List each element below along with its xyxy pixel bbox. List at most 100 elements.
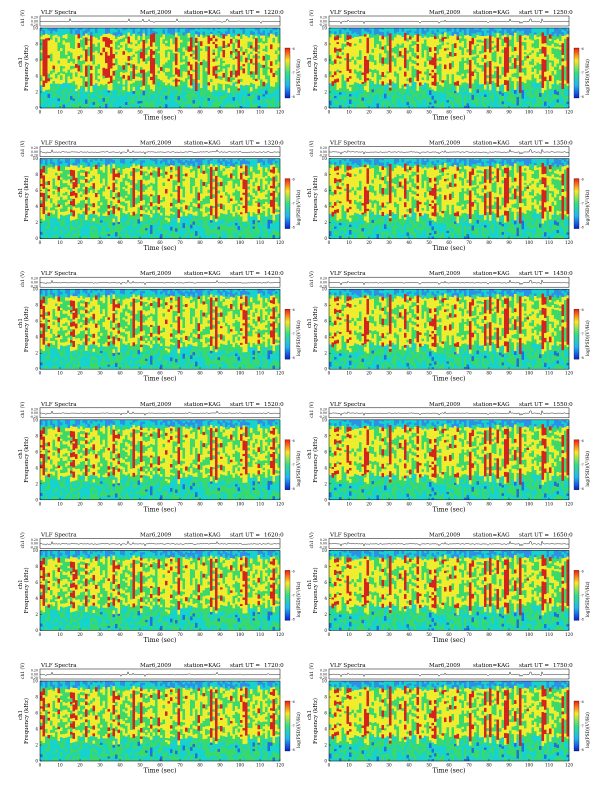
spectrogram-cell bbox=[90, 94, 93, 99]
spectrogram-cell bbox=[155, 64, 158, 68]
spectrogram-cell bbox=[175, 80, 178, 85]
spectrogram-cell bbox=[75, 88, 78, 92]
spectrogram-cell bbox=[524, 98, 527, 103]
spectrogram-cell bbox=[334, 82, 337, 88]
spectrogram-cell bbox=[202, 37, 206, 42]
spectrogram-cell bbox=[240, 89, 243, 94]
spectrogram-cell bbox=[486, 42, 490, 46]
spectrogram-cell bbox=[155, 105, 158, 109]
spectrogram-cell bbox=[334, 28, 337, 32]
spectrogram-cell bbox=[559, 28, 562, 32]
spectrogram-cell bbox=[416, 83, 420, 87]
spectrogram-cell bbox=[75, 54, 78, 57]
spectrogram-cell bbox=[120, 76, 123, 82]
spectrogram-cell bbox=[222, 65, 226, 69]
spectrogram-cell bbox=[202, 90, 206, 96]
spectrogram-cell bbox=[361, 51, 365, 55]
spectrogram-cell bbox=[489, 31, 492, 36]
spectrogram-cell bbox=[406, 101, 410, 106]
spectrogram-cell bbox=[107, 47, 111, 53]
spectrogram-cell bbox=[227, 38, 231, 44]
spectrogram-cell bbox=[42, 31, 46, 35]
spectrogram-cell bbox=[145, 93, 148, 96]
spectrogram-cell bbox=[167, 83, 171, 87]
spectrogram-cell bbox=[526, 79, 530, 83]
spectrogram-cell bbox=[112, 41, 116, 46]
spectrogram-cell bbox=[394, 53, 397, 59]
spectrogram-cell bbox=[411, 97, 415, 100]
spectrogram-cell bbox=[162, 51, 166, 54]
spectrogram-cell bbox=[461, 37, 465, 42]
spectrogram-cell bbox=[544, 90, 547, 93]
spectrogram-cell bbox=[257, 53, 261, 56]
spectrogram-cell bbox=[172, 79, 176, 82]
spectrogram-cell bbox=[245, 48, 248, 54]
spectrogram-cell bbox=[429, 28, 432, 34]
spectrogram-cell bbox=[220, 89, 223, 92]
spectrogram-cell bbox=[411, 40, 415, 46]
spectrogram-cell bbox=[190, 64, 193, 67]
spectrogram-cell bbox=[519, 48, 522, 51]
spectrogram-cell bbox=[351, 28, 355, 31]
spectrogram-cell bbox=[185, 45, 188, 49]
spectrogram-cell bbox=[334, 28, 337, 29]
spectrogram-cell bbox=[371, 76, 375, 81]
spectrogram-cell bbox=[411, 65, 415, 70]
spectrogram-cell bbox=[177, 81, 181, 86]
spectrogram-cell bbox=[275, 74, 278, 78]
spectrogram-cell bbox=[82, 90, 86, 94]
spectrogram-cell bbox=[265, 47, 268, 52]
spectrogram-cell bbox=[404, 88, 407, 94]
spectrogram-cell bbox=[371, 74, 375, 78]
spectrogram-cell bbox=[55, 83, 58, 88]
spectrogram-cell bbox=[90, 101, 93, 106]
spectrogram-cell bbox=[429, 87, 432, 91]
spectrogram-cell bbox=[177, 69, 181, 74]
spectrogram-cell bbox=[205, 45, 208, 49]
spectrogram-cell bbox=[195, 28, 198, 32]
spectrogram-cell bbox=[341, 28, 345, 35]
spectrogram-cell bbox=[270, 100, 273, 104]
spectrogram-cell bbox=[52, 188, 56, 191]
spectrogram-cell bbox=[374, 29, 377, 35]
spectrogram-cell bbox=[67, 55, 71, 60]
spectrogram-cell bbox=[50, 163, 53, 168]
spectrogram-cell bbox=[40, 228, 43, 232]
spectrogram-cell bbox=[401, 81, 405, 85]
spectrogram-cell bbox=[399, 77, 402, 80]
spectrogram-cell bbox=[446, 61, 450, 67]
spectrogram-cell bbox=[65, 58, 68, 64]
spectrogram-cell bbox=[87, 83, 91, 87]
spectrogram-cell bbox=[416, 77, 420, 82]
spectrogram-cell bbox=[72, 63, 76, 66]
spectrogram-cell bbox=[444, 90, 447, 93]
spectrogram-cell bbox=[464, 105, 467, 109]
spectrogram-cell bbox=[272, 86, 276, 92]
spectrogram-cell bbox=[245, 103, 248, 109]
spectrogram-cell bbox=[210, 105, 213, 109]
spectrogram-cell bbox=[242, 64, 246, 67]
spectrogram-cell bbox=[516, 81, 520, 86]
spectrogram-cell bbox=[474, 56, 477, 60]
spectrogram-cell bbox=[376, 70, 380, 74]
spectrogram-cell bbox=[257, 49, 261, 52]
spectrogram-cell bbox=[157, 34, 161, 39]
spectrogram-cell bbox=[212, 75, 216, 80]
spectrogram-cell bbox=[431, 57, 435, 63]
spectrogram-cell bbox=[439, 60, 442, 64]
spectrogram-cell bbox=[386, 41, 390, 45]
spectrogram-cell bbox=[45, 42, 48, 48]
spectrogram-cell bbox=[52, 183, 56, 187]
spectrogram-cell bbox=[541, 101, 545, 104]
spectrogram-cell bbox=[47, 102, 51, 106]
spectrogram-cell bbox=[479, 80, 482, 85]
spectrogram-cell bbox=[60, 33, 63, 37]
spectrogram-cell bbox=[255, 35, 258, 39]
spectrogram-cell bbox=[77, 38, 81, 43]
spectrogram-cell bbox=[137, 91, 141, 96]
spectrogram-cell bbox=[182, 69, 186, 72]
spectrogram-cell bbox=[516, 85, 520, 90]
spectrogram-cell bbox=[471, 35, 475, 38]
spectrogram-cell bbox=[252, 34, 256, 40]
spectrogram-cell bbox=[180, 54, 183, 57]
